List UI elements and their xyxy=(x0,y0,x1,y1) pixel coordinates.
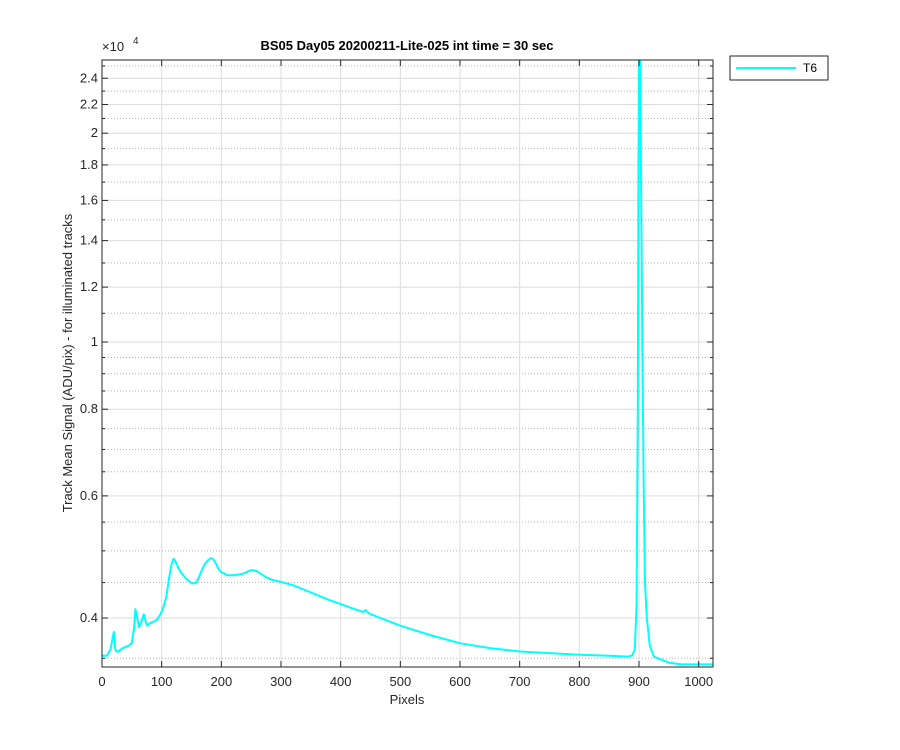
y-tick-label: 0.8 xyxy=(80,401,98,416)
x-tick-label: 1000 xyxy=(684,674,713,689)
x-tick-label: 100 xyxy=(151,674,173,689)
series-layer xyxy=(102,60,713,666)
chart-title: BS05 Day05 20200211-Lite-025 int time = … xyxy=(260,38,553,53)
x-tick-label: 900 xyxy=(628,674,650,689)
series-line-t6 xyxy=(102,60,713,666)
x-tick-label: 300 xyxy=(270,674,292,689)
y-tick-labels: 0.4 0.6 0.8 1 1.2 1.4 1.6 1.8 2 2.2 2.4 xyxy=(80,70,98,625)
y-tick-label: 0.4 xyxy=(80,610,98,625)
y-tick-label: 1.2 xyxy=(80,279,98,294)
legend-label-t6: T6 xyxy=(803,61,817,75)
plot-area-background xyxy=(102,60,713,667)
y-tick-label: 1.8 xyxy=(80,157,98,172)
y-tick-label: 1.6 xyxy=(80,192,98,207)
x-tick-label: 600 xyxy=(449,674,471,689)
x-tick-label: 200 xyxy=(210,674,232,689)
x-tick-label: 700 xyxy=(509,674,531,689)
x-axis-label: Pixels xyxy=(390,692,425,707)
y-axis-label: Track Mean Signal (ADU/pix) - for illumi… xyxy=(60,213,75,512)
y-tick-label: 2.4 xyxy=(80,70,98,85)
x-tick-labels: 0 100 200 300 400 500 600 700 800 900 1000 xyxy=(98,674,713,689)
x-tick-label: 500 xyxy=(389,674,411,689)
y-exponent-base: ×10 xyxy=(102,39,124,54)
y-tick-label: 1 xyxy=(91,334,98,349)
y-exponent-label: ×10 4 xyxy=(102,36,139,54)
y-tick-label: 2.2 xyxy=(80,96,98,111)
plot-area-frame xyxy=(101,59,714,668)
y-tick-label: 2 xyxy=(91,125,98,140)
axis-ticks xyxy=(101,60,713,667)
y-exponent-power: 4 xyxy=(133,36,139,47)
y-tick-label: 0.6 xyxy=(80,488,98,503)
x-tick-label: 800 xyxy=(568,674,590,689)
x-tick-label: 0 xyxy=(98,674,105,689)
x-tick-label: 400 xyxy=(330,674,352,689)
y-tick-label: 1.4 xyxy=(80,233,98,248)
legend[interactable]: T6 xyxy=(729,55,829,81)
